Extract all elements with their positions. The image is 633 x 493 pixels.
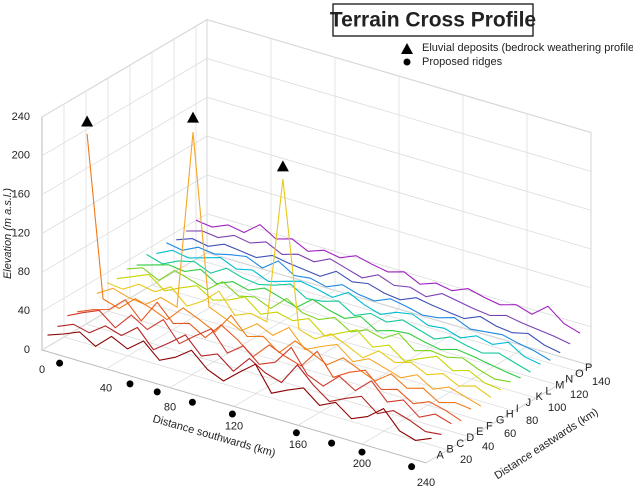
- ridge-marker: [188, 398, 196, 406]
- profile-line: [146, 253, 531, 373]
- series-label: E: [476, 426, 483, 438]
- grid-line: [41, 19, 208, 118]
- grid-line: [151, 284, 537, 399]
- x-tick-label: 240: [417, 477, 435, 489]
- grid-line: [425, 365, 592, 464]
- ridge-marker: [56, 359, 64, 367]
- ridge-marker: [358, 448, 366, 456]
- series-label: O: [575, 368, 584, 380]
- ridge-marker: [228, 410, 236, 418]
- y-tick-label: 40: [482, 441, 494, 453]
- legend-dot: [403, 58, 411, 66]
- series-label: P: [585, 362, 592, 374]
- x-axis-label: Distance southwards (km): [151, 413, 277, 460]
- grid-line: [129, 297, 515, 412]
- grid-line: [41, 174, 208, 273]
- series-label: F: [486, 420, 493, 432]
- profile-line: [126, 267, 511, 383]
- series-label: M: [555, 379, 564, 391]
- profile-line: [57, 323, 442, 435]
- profile-line: [136, 264, 521, 379]
- series-label: J: [526, 397, 532, 409]
- series-label: K: [536, 391, 544, 403]
- deposit-marker: [81, 115, 94, 127]
- series-label: H: [506, 409, 514, 421]
- grid-line: [41, 135, 208, 234]
- series-label: I: [516, 403, 519, 415]
- x-tick-label: 80: [164, 402, 176, 414]
- ridge-marker: [292, 429, 300, 437]
- series-label: B: [446, 444, 453, 456]
- profile-line: [47, 331, 432, 441]
- y-tick-label: 60: [504, 428, 516, 440]
- series-label: C: [456, 438, 464, 450]
- z-tick-label: 240: [12, 111, 30, 123]
- profile-line: [176, 238, 561, 354]
- grid-line: [41, 96, 208, 196]
- deposit-marker: [187, 111, 199, 123]
- profile-line: [166, 242, 551, 361]
- y-tick-label: 100: [548, 402, 566, 414]
- grid-line: [41, 213, 208, 312]
- x-tick-label: 0: [39, 364, 45, 376]
- legend-label: Proposed ridges: [422, 56, 503, 68]
- legend-label: Eluvial deposits (bedrock weathering pro…: [422, 42, 633, 54]
- deposit-marker: [276, 160, 289, 172]
- series-label: G: [496, 415, 505, 427]
- profile-line: [77, 298, 462, 422]
- profile-line: [106, 178, 492, 398]
- grid-line: [195, 258, 581, 373]
- series-label: L: [545, 385, 551, 397]
- y-tick-label: 80: [526, 415, 538, 427]
- ridge-marker: [408, 463, 416, 471]
- z-tick-label: 200: [12, 150, 30, 162]
- x-tick-label: 120: [225, 420, 243, 432]
- title-box: [332, 3, 534, 37]
- profile-line: [195, 219, 581, 334]
- x-tick-label: 160: [289, 439, 307, 451]
- x-tick-label: 200: [353, 458, 371, 470]
- z-tick-label: 0: [24, 344, 30, 356]
- ridge-marker: [328, 439, 336, 447]
- grid-line: [41, 58, 208, 157]
- profile-line: [156, 249, 541, 365]
- profile-line: [186, 230, 571, 345]
- z-tick-label: 120: [12, 227, 30, 239]
- ridge-marker: [153, 388, 161, 396]
- z-tick-label: 40: [18, 305, 30, 317]
- grid-line: [297, 327, 464, 426]
- series-label: N: [565, 374, 573, 386]
- series-label: A: [437, 450, 445, 462]
- z-tick-label: 80: [18, 266, 30, 278]
- y-tick-label: 140: [592, 376, 610, 388]
- grid-line: [233, 308, 400, 407]
- grid-line: [361, 346, 528, 445]
- y-tick-label: 20: [460, 454, 472, 466]
- ridge-marker: [126, 380, 134, 388]
- grid-line: [63, 336, 449, 451]
- z-tick-label: 160: [12, 189, 30, 201]
- profile-line: [67, 309, 452, 425]
- chart-title: Terrain Cross Profile: [330, 9, 536, 32]
- x-tick-label: 40: [100, 383, 112, 395]
- profile-line: [86, 134, 472, 410]
- z-axis-label: Elevation (m a.s.l.): [2, 188, 14, 279]
- series-label: D: [466, 432, 474, 444]
- profile-line: [116, 273, 502, 391]
- legend-triangle: [401, 43, 413, 54]
- y-tick-label: 120: [570, 389, 588, 401]
- profile-line: [96, 132, 482, 407]
- grid-line: [169, 289, 336, 388]
